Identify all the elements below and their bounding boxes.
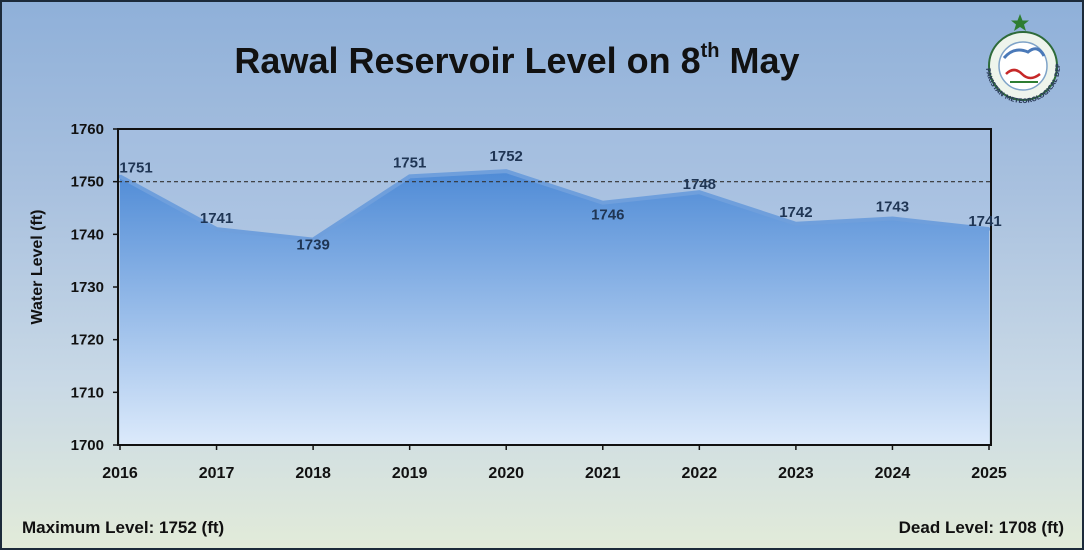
x-tick-label: 2018: [295, 465, 331, 482]
x-tick-label: 2024: [875, 465, 911, 482]
maximum-level-note: Maximum Level: 1752 (ft): [22, 518, 225, 537]
x-tick-label: 2023: [778, 465, 814, 482]
title-main: Rawal Reservoir Level on 8: [234, 40, 701, 81]
data-point: [890, 217, 894, 221]
x-tick-label: 2020: [488, 465, 524, 482]
series-area: [120, 171, 989, 445]
star-icon: [1011, 14, 1029, 31]
x-tick-label: 2017: [199, 465, 235, 482]
y-tick-label: 1700: [71, 437, 104, 454]
data-label: 1751: [119, 159, 152, 176]
y-tick-label: 1760: [71, 121, 104, 138]
data-point: [794, 222, 798, 226]
data-point: [987, 227, 991, 231]
y-tick-label: 1740: [71, 226, 104, 243]
data-label: 1741: [200, 210, 233, 227]
data-label: 1742: [779, 204, 812, 221]
data-point: [697, 190, 701, 194]
y-tick-label: 1730: [71, 279, 104, 296]
data-label: 1752: [490, 148, 523, 165]
pmd-emblem-icon: PAKISTAN METEOROLOGICAL DEPARTMENT: [968, 10, 1062, 105]
title-superscript: th: [700, 40, 720, 62]
data-point: [215, 227, 219, 231]
data-label: 1743: [876, 199, 909, 216]
x-tick-label: 2016: [102, 465, 138, 482]
dead-level-note: Dead Level: 1708 (ft): [898, 518, 1064, 537]
y-axis-label: Water Level (ft): [29, 210, 46, 325]
x-tick-label: 2019: [392, 465, 428, 482]
title-end: May: [719, 40, 800, 81]
data-label: 1741: [968, 213, 1001, 230]
data-point: [601, 201, 605, 205]
y-tick-label: 1750: [71, 174, 104, 191]
x-tick-label: 2021: [585, 465, 621, 482]
data-point: [311, 238, 315, 242]
data-label: 1739: [296, 237, 329, 254]
x-tick-label: 2025: [971, 465, 1007, 482]
data-label: 1748: [683, 176, 716, 193]
data-point: [408, 174, 412, 178]
series-line: [119, 169, 990, 242]
y-tick-label: 1720: [71, 332, 104, 349]
data-point: [118, 174, 122, 178]
data-point: [504, 169, 508, 173]
data-label: 1746: [591, 207, 624, 224]
x-tick-label: 2022: [682, 465, 718, 482]
chart-title: Rawal Reservoir Level on 8th May: [2, 40, 1032, 82]
y-tick-label: 1710: [71, 384, 104, 401]
data-label: 1751: [393, 154, 426, 171]
